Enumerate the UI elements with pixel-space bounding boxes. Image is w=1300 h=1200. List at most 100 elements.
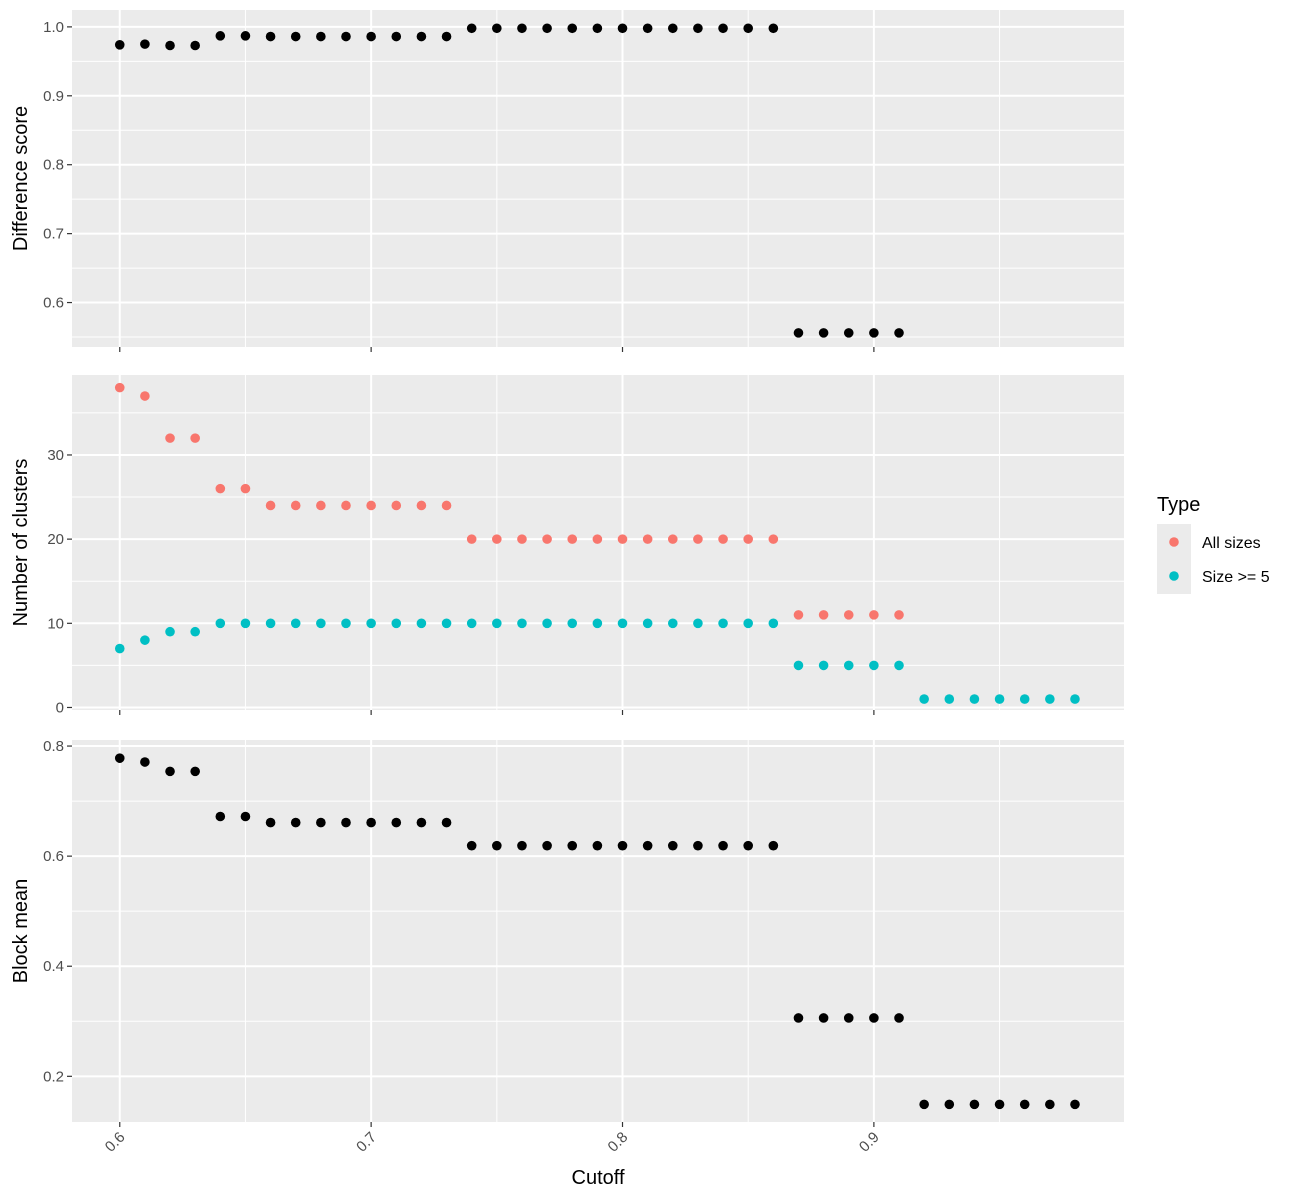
- legend-key: [1169, 571, 1179, 581]
- x-axis-title: Cutoff: [572, 1167, 625, 1189]
- data-point: [642, 23, 653, 34]
- data-point: [114, 382, 125, 393]
- data-point: [642, 840, 653, 851]
- data-point: [316, 618, 326, 629]
- data-point: [869, 610, 879, 620]
- y-tick-label: 0.6: [43, 295, 64, 312]
- data-point: [944, 694, 955, 704]
- data-point: [215, 811, 226, 822]
- data-point: [969, 1099, 980, 1110]
- data-point: [517, 534, 527, 544]
- data-point: [316, 817, 326, 828]
- data-point: [1070, 1099, 1080, 1110]
- data-point: [818, 328, 829, 338]
- series-blockmean: [114, 753, 1080, 1110]
- panel-background: [72, 10, 1124, 347]
- data-point: [517, 23, 527, 34]
- data-point: [542, 840, 552, 851]
- data-point: [693, 23, 703, 34]
- data-point: [240, 483, 251, 494]
- panels: 0.6 0.7 0.8 0.9 1.0 Difference score 0 10 20 30 Nu…: [10, 10, 1124, 1127]
- data-point: [290, 31, 301, 42]
- data-point: [140, 39, 150, 49]
- data-point: [768, 618, 779, 629]
- data-point: [366, 500, 376, 511]
- y-tick-label: 0.4: [43, 958, 64, 975]
- data-point: [140, 635, 150, 645]
- data-point: [466, 23, 477, 34]
- data-point: [366, 31, 376, 42]
- series-size-5: [114, 618, 1080, 704]
- data-point: [667, 618, 678, 629]
- series-all-sizes: [114, 382, 904, 620]
- y-tick-label: 0: [56, 699, 64, 716]
- data-point: [994, 1099, 1005, 1110]
- data-point: [466, 840, 477, 851]
- y-axis-title: Block mean: [10, 879, 32, 984]
- data-point: [869, 660, 879, 671]
- data-point: [617, 534, 628, 544]
- data-point: [1019, 694, 1030, 704]
- data-point: [768, 840, 779, 851]
- data-point: [718, 23, 728, 34]
- legend-key-background: [1157, 524, 1191, 594]
- data-point: [114, 753, 125, 763]
- data-point: [567, 534, 578, 544]
- data-point: [265, 618, 276, 629]
- data-point: [743, 23, 753, 34]
- panel-blockmean: 0.2 0.4 0.6 0.8 Block mean: [10, 738, 1124, 1127]
- data-point: [994, 694, 1005, 704]
- data-point: [416, 31, 427, 42]
- data-point: [894, 1013, 904, 1023]
- data-point: [793, 328, 804, 338]
- data-point: [592, 23, 603, 34]
- data-point: [1070, 694, 1080, 704]
- data-point: [391, 618, 402, 629]
- y-axis-title: Number of clusters: [10, 459, 32, 627]
- data-point: [1019, 1099, 1030, 1110]
- data-point: [567, 618, 578, 629]
- data-point: [592, 534, 603, 544]
- data-point: [265, 500, 276, 511]
- data-point: [1045, 1099, 1055, 1110]
- data-point: [919, 1099, 929, 1110]
- data-point: [768, 23, 779, 34]
- data-point: [416, 500, 427, 511]
- data-point: [190, 626, 200, 637]
- data-point: [341, 817, 351, 828]
- data-point: [165, 626, 175, 637]
- y-axis-title: Difference score: [10, 106, 32, 251]
- data-point: [718, 618, 728, 629]
- data-point: [642, 618, 653, 629]
- data-point: [843, 328, 854, 338]
- data-point: [793, 660, 804, 671]
- y-tick-label: 0.8: [43, 738, 64, 755]
- data-point: [818, 660, 829, 671]
- data-point: [894, 328, 904, 338]
- data-point: [592, 840, 603, 851]
- data-point: [567, 840, 578, 851]
- panel-background: [72, 740, 1124, 1122]
- data-point: [290, 618, 301, 629]
- data-point: [567, 23, 578, 34]
- panel-clusters: 0 10 20 30 Number of clusters: [10, 375, 1124, 716]
- data-point: [441, 500, 452, 511]
- data-point: [265, 31, 276, 42]
- data-point: [667, 534, 678, 544]
- legend-label: All sizes: [1202, 535, 1261, 552]
- data-point: [215, 483, 226, 494]
- data-point: [140, 391, 150, 401]
- panel-difference: 0.6 0.7 0.8 0.9 1.0 Difference score: [10, 10, 1124, 352]
- data-point: [114, 40, 125, 50]
- data-point: [718, 534, 728, 544]
- data-point: [542, 618, 552, 629]
- data-point: [492, 840, 502, 851]
- data-point: [165, 40, 175, 51]
- data-point: [743, 534, 753, 544]
- data-point: [165, 433, 175, 443]
- data-point: [768, 534, 779, 544]
- data-point: [441, 618, 452, 629]
- legend-key: [1169, 537, 1179, 547]
- data-point: [693, 618, 703, 629]
